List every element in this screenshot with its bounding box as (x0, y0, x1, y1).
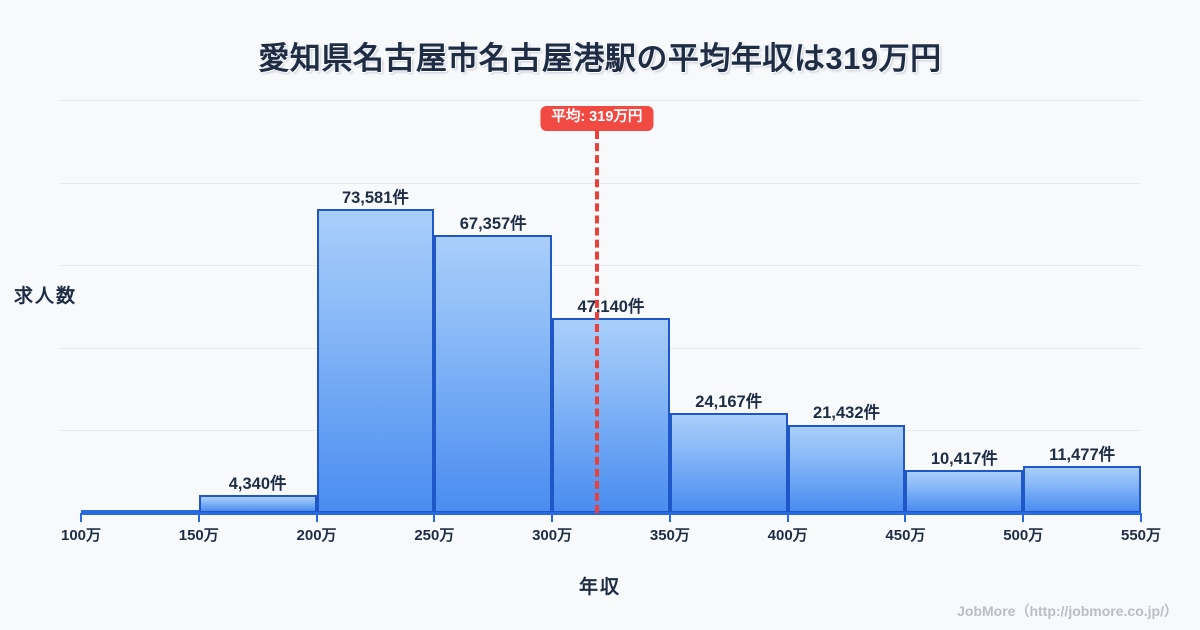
bar-value-label: 73,581件 (341, 189, 409, 208)
x-axis-tick-label: 500万 (1003, 527, 1044, 544)
x-axis-tick (786, 513, 789, 522)
bar[interactable] (198, 495, 317, 513)
bar-value-label: 24,167件 (695, 393, 763, 412)
x-axis-tick (668, 513, 671, 522)
x-axis-tick-label: 400万 (767, 527, 808, 544)
x-axis-tick (904, 513, 907, 522)
bar[interactable] (905, 469, 1024, 513)
bar-value-label: 10,417件 (930, 449, 998, 468)
bar-value-label: 21,432件 (813, 404, 881, 423)
x-axis-tick (433, 513, 436, 522)
gridline (60, 182, 1141, 184)
gridline (60, 265, 1141, 267)
bar[interactable] (434, 234, 553, 513)
bar[interactable] (81, 510, 199, 513)
bar[interactable] (552, 318, 670, 513)
x-axis-tick-label: 350万 (649, 527, 690, 544)
bar[interactable] (669, 413, 788, 513)
bar[interactable] (316, 209, 435, 513)
x-axis-tick-label: 300万 (532, 527, 573, 544)
bar-value-label: 4,340件 (228, 475, 287, 494)
x-axis-tick (1140, 513, 1142, 522)
x-axis-tick-label: 450万 (885, 527, 926, 544)
x-axis-tick-label: 150万 (178, 527, 219, 544)
x-axis-line (81, 512, 1141, 515)
watermark: JobMore（http://jobmore.co.jp/） (957, 603, 1178, 619)
x-axis-tick (315, 513, 318, 522)
x-axis-tick-label: 100万 (60, 527, 102, 544)
x-axis-tick-label: 550万 (1120, 527, 1162, 544)
bar-value-label: 11,477件 (1049, 445, 1116, 464)
bar-value-label: 47,140件 (577, 298, 645, 317)
bar-value-label: 67,357件 (459, 214, 527, 233)
bar[interactable] (787, 424, 906, 513)
bar[interactable] (1023, 465, 1141, 513)
x-axis-tick (551, 513, 554, 522)
gridline (60, 100, 1141, 101)
x-axis-tick (1022, 513, 1025, 522)
average-line (594, 131, 599, 513)
x-axis-tick-label: 200万 (296, 527, 337, 544)
x-axis-title: 年収 (578, 577, 621, 598)
x-axis-tick (197, 513, 200, 522)
average-badge: 平均: 319万円 (540, 106, 654, 131)
x-axis-tick (80, 513, 82, 522)
page-title: 愛知県名古屋市名古屋港駅の平均年収は319万円 (258, 41, 942, 76)
y-axis-title: 求人数 (14, 286, 78, 307)
x-axis-tick-label: 250万 (414, 527, 455, 544)
